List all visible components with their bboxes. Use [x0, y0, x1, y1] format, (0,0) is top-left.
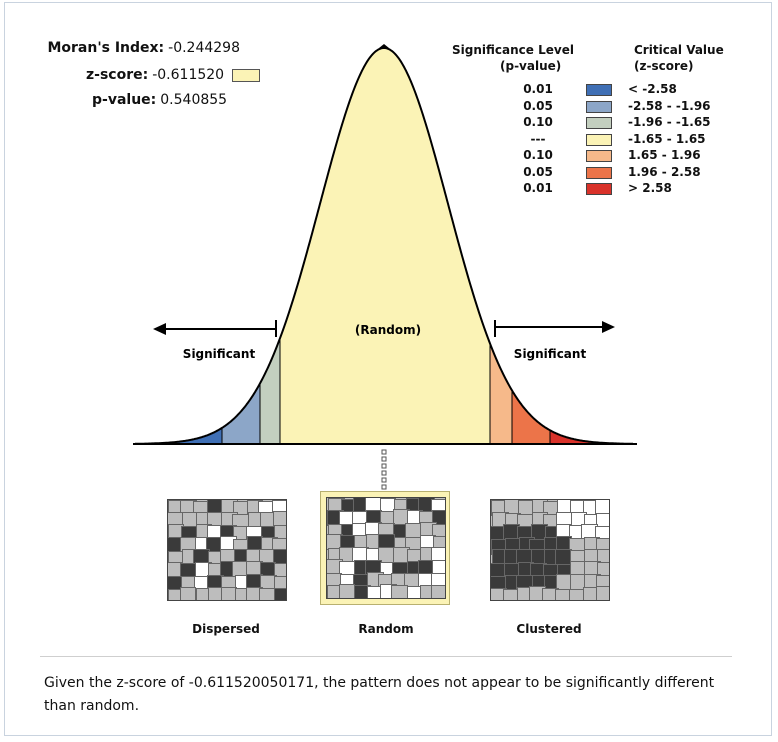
- dispersed-map: [167, 499, 287, 601]
- result-message: Given the z-score of -0.611520050171, th…: [44, 675, 715, 714]
- legend-swatch: [586, 117, 612, 129]
- legend-z-range: < -2.58: [628, 82, 677, 96]
- legend-p-value: 0.05: [523, 164, 553, 179]
- zscore-pointer: [381, 449, 387, 490]
- zscore-label: z-score:: [86, 67, 149, 83]
- legend-crit-header-2: (z-score): [634, 59, 694, 73]
- legend-row: 0.05 1.96 - 2.58: [446, 165, 746, 181]
- random-region-label: (Random): [355, 323, 421, 337]
- legend-sig-header-1: Significance Level: [452, 43, 574, 57]
- map-cell: [274, 587, 286, 600]
- map-cell: [179, 587, 197, 600]
- legend-swatch: [586, 183, 612, 195]
- map-cell: [391, 584, 408, 598]
- legend-row: 0.10 1.65 - 1.96: [446, 148, 746, 164]
- pointer-dot: [381, 456, 387, 462]
- random-map: [326, 497, 446, 599]
- dispersed-label: Dispersed: [192, 622, 260, 636]
- map-cell: [338, 584, 356, 598]
- legend-z-range: -1.65 - 1.65: [628, 131, 706, 146]
- legend-row: --- -1.65 - 1.65: [446, 132, 746, 148]
- legend-row: 0.10 -1.96 - -1.65: [446, 115, 746, 131]
- legend-z-range: 1.65 - 1.96: [628, 148, 701, 162]
- legend-swatch: [586, 150, 612, 162]
- pvalue-value: 0.540855: [160, 92, 228, 108]
- clustered-map: [490, 499, 610, 601]
- legend-p-value: 0.10: [523, 115, 553, 129]
- map-cell: [596, 586, 609, 600]
- zscore-value: -0.611520: [152, 67, 225, 83]
- clustered-label: Clustered: [516, 622, 582, 636]
- legend-p-value: 0.10: [523, 148, 553, 162]
- legend-z-range: 1.96 - 2.58: [628, 164, 701, 179]
- pointer-dot: [381, 470, 387, 476]
- right-arrow-head: [602, 321, 615, 333]
- legend-row: 0.01 > 2.58: [446, 181, 746, 197]
- legend-sig-header-2: (p-value): [500, 59, 562, 73]
- morans-index-row: Moran's Index: -0.244298: [47, 40, 240, 56]
- legend-swatch: [586, 133, 612, 146]
- legend-z-range: > 2.58: [628, 181, 672, 195]
- right-significant-label: Significant: [514, 347, 587, 361]
- left-significant-label: Significant: [183, 347, 256, 361]
- zscore-row: z-score: -0.611520: [86, 67, 778, 83]
- legend-p-value: ---: [530, 131, 546, 146]
- random-map-label: Random: [358, 622, 414, 636]
- pvalue-row: p-value: 0.540855: [92, 92, 778, 108]
- legend-crit-header-1: Critical Value: [634, 43, 724, 57]
- pointer-dot: [381, 484, 387, 490]
- legend-swatch: [586, 84, 612, 96]
- divider: [40, 656, 732, 657]
- peak-marker: [379, 44, 389, 48]
- morans-index-label: Moran's Index:: [47, 40, 165, 56]
- left-arrow-head: [153, 323, 166, 335]
- pointer-dot: [381, 477, 387, 483]
- pvalue-label: p-value:: [92, 92, 157, 108]
- legend-p-value: 0.01: [523, 82, 553, 96]
- map-cell: [431, 584, 445, 598]
- legend-row: 0.01 < -2.58: [446, 82, 746, 98]
- curve-band: [489, 343, 513, 445]
- morans-index-value: -0.244298: [168, 40, 240, 56]
- legend-z-range: -1.96 - -1.65: [628, 115, 711, 129]
- pointer-dot: [381, 449, 387, 455]
- curve-band: [259, 338, 281, 445]
- legend-swatch: [586, 100, 612, 113]
- legend-swatch: [586, 166, 612, 179]
- zscore-swatch: [232, 68, 261, 82]
- pointer-dot: [381, 463, 387, 469]
- legend-z-range: -2.58 - -1.96: [628, 98, 711, 113]
- legend-p-value: 0.05: [523, 98, 553, 113]
- legend-p-value: 0.01: [523, 181, 553, 195]
- legend-row: 0.05 -2.58 - -1.96: [446, 99, 746, 115]
- map-cell: [258, 588, 276, 600]
